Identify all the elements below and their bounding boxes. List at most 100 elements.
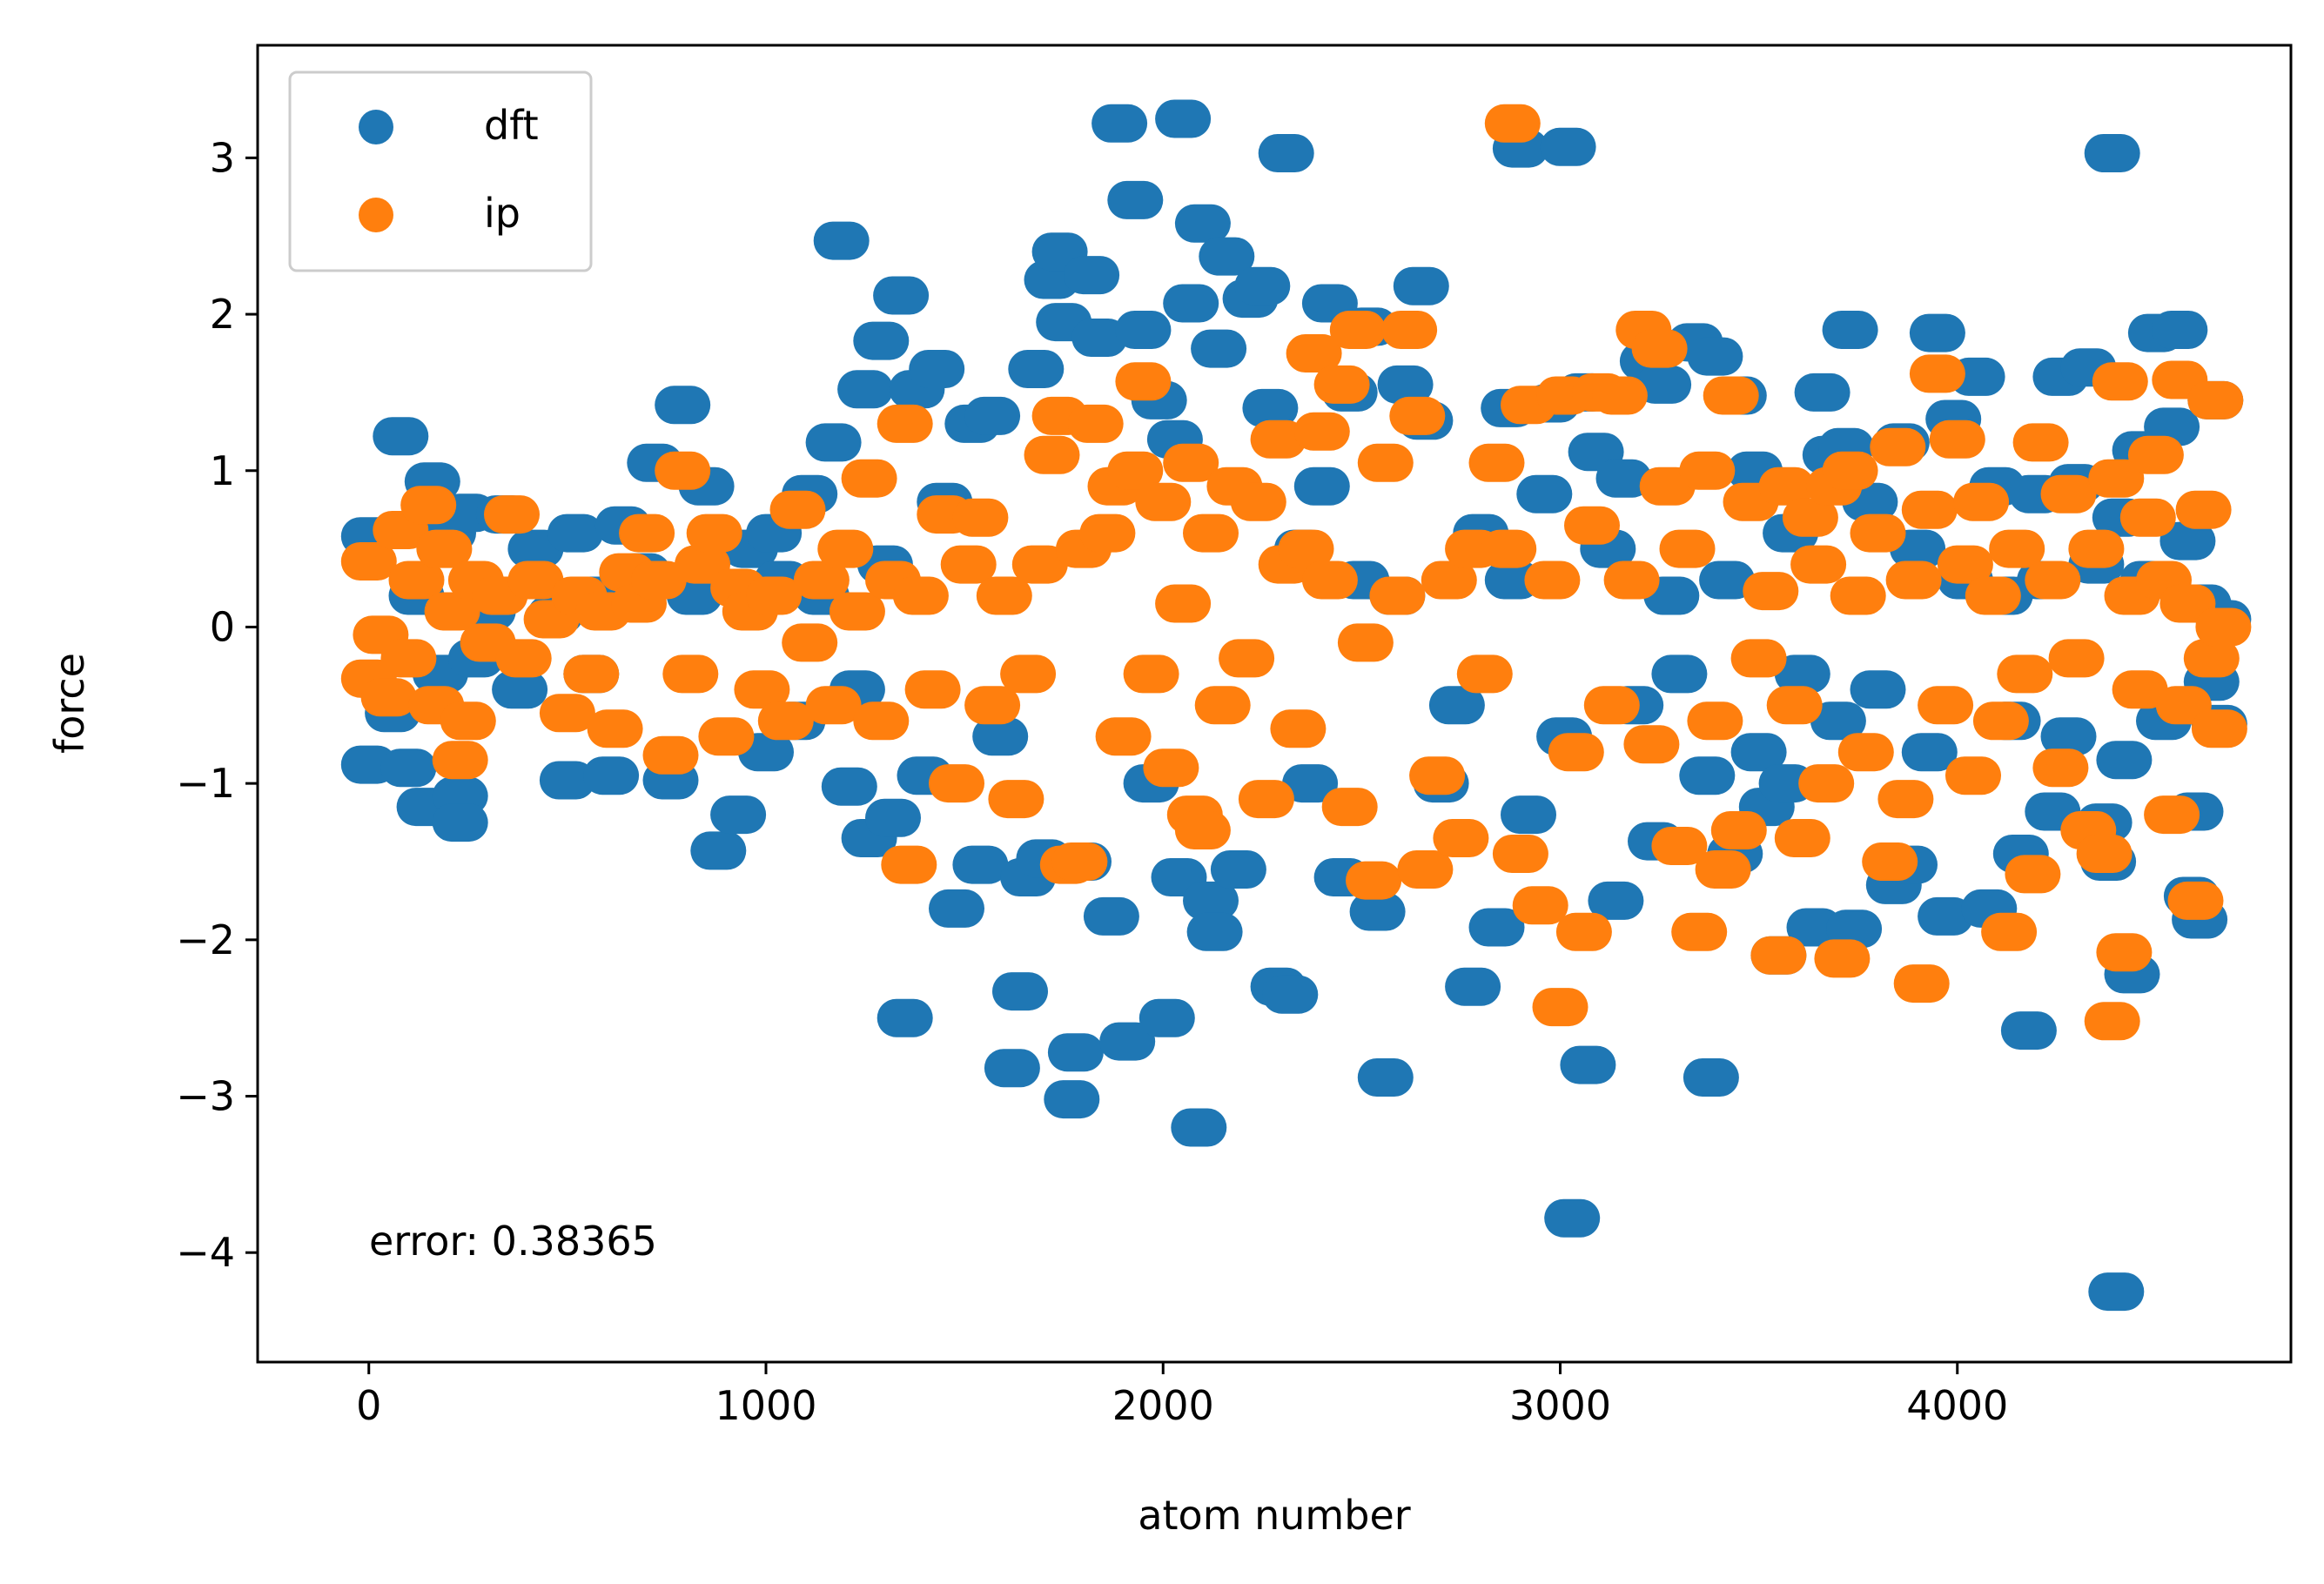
ip-point xyxy=(881,845,937,884)
ip-point xyxy=(1346,861,1402,900)
ip-point xyxy=(1822,451,1878,490)
dft-point xyxy=(1794,373,1850,412)
ip-point xyxy=(1123,654,1179,694)
ip-point xyxy=(2127,435,2184,474)
dft-point xyxy=(1008,350,1065,388)
ip-point xyxy=(1774,819,1830,857)
ip-point xyxy=(1329,311,1386,349)
ip-point xyxy=(1798,764,1855,803)
dft-point xyxy=(2088,1272,2145,1312)
dft-point xyxy=(873,276,930,315)
ip-point xyxy=(1790,545,1847,584)
ip-point xyxy=(1357,443,1414,482)
dft-point xyxy=(1516,474,1573,513)
dft-point xyxy=(1484,560,1541,600)
dft-point xyxy=(1909,313,1965,352)
ip-point xyxy=(1651,827,1708,865)
ip-point xyxy=(1174,811,1231,849)
ip-point xyxy=(1238,780,1294,819)
dft-point xyxy=(432,803,488,842)
ip-point xyxy=(2119,498,2176,537)
dft-point xyxy=(1544,1198,1601,1238)
dft-point xyxy=(877,998,933,1037)
ip-point xyxy=(2012,423,2069,462)
dft-point xyxy=(1636,365,1692,404)
ip-point xyxy=(940,545,997,584)
x-tick-label: 2000 xyxy=(1112,1382,1214,1429)
y-tick-label: −3 xyxy=(176,1073,235,1120)
ip-point xyxy=(1524,560,1581,600)
ip-point xyxy=(388,560,445,600)
ip-point xyxy=(2195,607,2252,647)
dft-point xyxy=(1174,204,1231,243)
ip-point xyxy=(1766,686,1823,725)
dft-point xyxy=(972,717,1029,756)
ip-point xyxy=(1885,560,1942,600)
ip-point xyxy=(2068,529,2125,568)
ip-point xyxy=(1862,842,1918,881)
ip-point xyxy=(1548,733,1604,772)
dft-point xyxy=(1262,975,1319,1014)
ip-point xyxy=(1671,912,1728,951)
ip-point xyxy=(642,735,699,775)
dft-point xyxy=(1377,365,1434,404)
ip-point xyxy=(841,459,897,498)
dft-point xyxy=(1155,99,1212,138)
ip-point xyxy=(1564,506,1620,545)
ip-point xyxy=(1409,756,1466,795)
dft-point xyxy=(1091,104,1148,143)
ip-point xyxy=(2187,380,2244,419)
ip-point xyxy=(1095,717,1152,756)
ip-point xyxy=(1870,427,1926,466)
ip-point xyxy=(2183,639,2240,678)
legend-box xyxy=(288,70,593,272)
dft-point xyxy=(1107,180,1164,219)
ip-point xyxy=(340,542,397,581)
dft-point xyxy=(1357,1058,1414,1097)
ip-point xyxy=(1337,623,1394,662)
dft-point xyxy=(853,321,910,360)
dft-point xyxy=(1099,1022,1156,1061)
dft-point xyxy=(1595,459,1652,498)
ip-point xyxy=(2144,795,2200,835)
ip-point xyxy=(1555,912,1612,951)
plot-frame xyxy=(256,44,2293,1364)
ip-point xyxy=(619,513,675,553)
dft-point xyxy=(2084,134,2140,172)
ip-point xyxy=(2084,1002,2140,1041)
ip-point xyxy=(746,576,803,615)
dft-point xyxy=(655,386,711,425)
ip-point xyxy=(1270,709,1327,748)
ip-point xyxy=(769,490,826,529)
dft-point xyxy=(2000,1011,2057,1050)
dft-point xyxy=(1083,896,1139,936)
ip-point xyxy=(1695,850,1751,889)
ip-point xyxy=(1758,466,1815,506)
ip-point xyxy=(1981,912,2038,951)
ip-point xyxy=(587,709,643,748)
legend: dft ip xyxy=(288,70,593,272)
dft-point xyxy=(1588,881,1644,920)
ip-point xyxy=(1381,311,1438,349)
ip-point xyxy=(507,560,564,600)
ip-point xyxy=(2032,748,2089,788)
ip-point xyxy=(1937,545,1993,584)
y-tick-label: 1 xyxy=(210,447,235,494)
dft-point xyxy=(992,972,1048,1011)
dft-point xyxy=(1901,733,1958,772)
y-tick-label: 3 xyxy=(210,134,235,181)
ip-point xyxy=(952,498,1009,537)
ip-point xyxy=(1107,451,1164,490)
ip-point xyxy=(1389,396,1446,435)
dft-point xyxy=(2159,521,2216,560)
x-tick-label: 4000 xyxy=(1906,1382,2008,1429)
ip-point xyxy=(2191,709,2247,748)
ip-point xyxy=(1456,654,1513,694)
ip-point xyxy=(1230,482,1286,521)
dft-point xyxy=(1293,466,1350,506)
ip-point xyxy=(1703,376,1759,415)
dft-point xyxy=(583,756,640,795)
dft-point xyxy=(1349,892,1406,931)
ip-point xyxy=(1135,482,1192,521)
dft-point xyxy=(1234,266,1291,305)
